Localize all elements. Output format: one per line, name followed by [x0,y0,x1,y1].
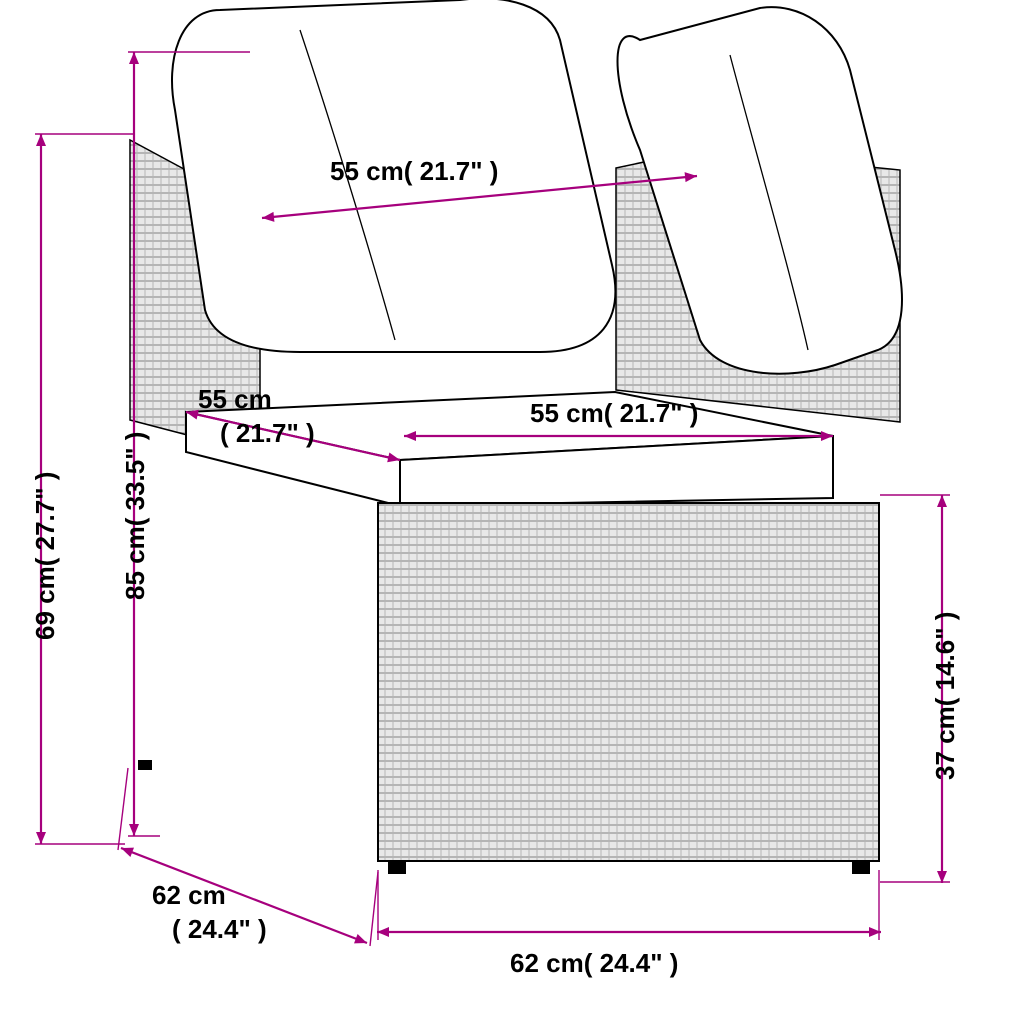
dim-label-height-outer: 69 cm( 27.7" ) [30,472,61,640]
dim-label-seat-front: 55 cm( 21.7" ) [530,398,698,429]
dim-label-base-depth-l1: 62 cm [152,880,226,911]
dim-label-top-width: 55 cm( 21.7" ) [330,156,498,187]
diagram-canvas [0,0,1024,1024]
dim-label-height-inner: 85 cm( 33.5" ) [120,432,151,600]
dim-label-base-width: 62 cm( 24.4" ) [510,948,678,979]
dim-label-base-depth-l2: ( 24.4" ) [172,914,267,945]
dim-label-height-right: 37 cm( 14.6" ) [930,612,961,780]
dim-label-seat-depth-l1: 55 cm [198,384,272,415]
dim-label-seat-depth-l2: ( 21.7" ) [220,418,315,449]
